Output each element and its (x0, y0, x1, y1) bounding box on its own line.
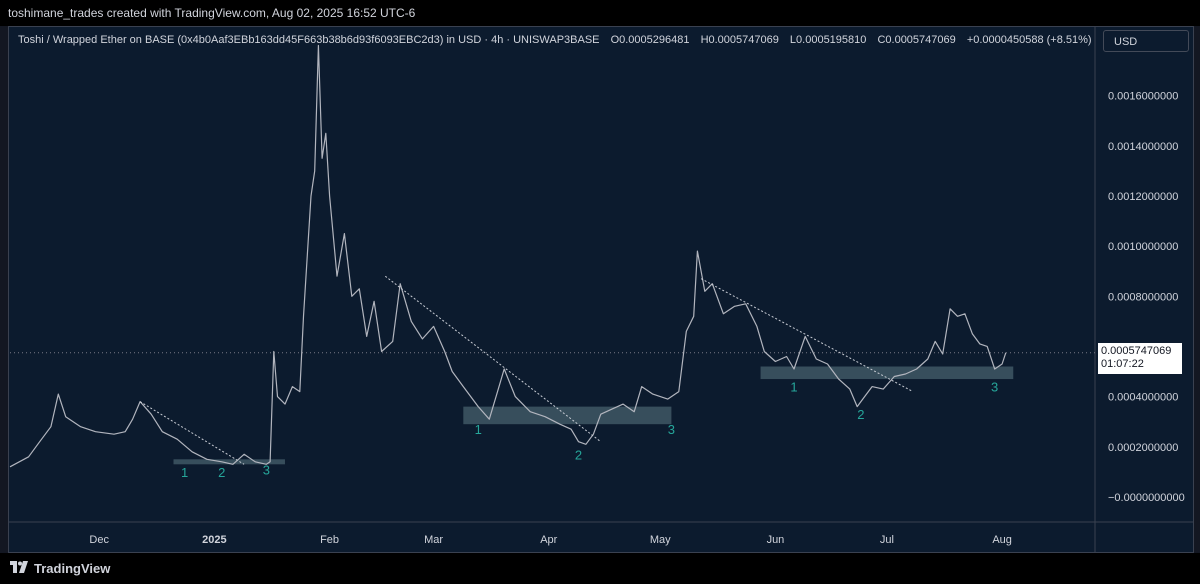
trendline-1 (139, 401, 245, 465)
wave-label-8: 2 (857, 407, 864, 422)
symbol-name: Toshi / Wrapped Ether on BASE (0x4b0Aaf3… (18, 34, 600, 46)
wave-label-2: 2 (218, 465, 225, 480)
wave-label-4: 1 (475, 422, 482, 437)
y-tick-label: 0.0002000000 (1108, 442, 1178, 454)
footer-bar: TradingView (0, 553, 1200, 584)
y-tick-label: −0.0000000000 (1108, 492, 1185, 504)
tradingview-logo[interactable]: TradingView (10, 561, 110, 576)
support-zone-3 (760, 366, 1014, 380)
x-tick-label: May (650, 534, 671, 546)
wave-label-6: 3 (668, 422, 675, 437)
attribution-bar: toshimane_trades created with TradingVie… (0, 0, 1200, 26)
wave-label-7: 1 (790, 380, 797, 395)
support-zone-2 (463, 406, 672, 425)
last-price-tag: 0.0005747069 01:07:22 (1098, 343, 1182, 374)
bar-countdown: 01:07:22 (1101, 358, 1144, 370)
price-series-line (9, 44, 1007, 468)
y-tick-label: 0.0016000000 (1108, 91, 1178, 103)
currency-label: USD (1114, 36, 1138, 48)
x-tick-label: Aug (992, 534, 1012, 546)
footer-brand: TradingView (34, 561, 111, 576)
symbol-legend: Toshi / Wrapped Ether on BASE (0x4b0Aaf3… (18, 34, 1100, 46)
x-tick-label: Jun (767, 534, 785, 546)
tradingview-logo-icon (10, 561, 28, 576)
last-price-value: 0.0005747069 (1101, 345, 1172, 357)
y-tick-label: 0.0014000000 (1108, 141, 1178, 153)
y-tick-label: 0.0010000000 (1108, 241, 1178, 253)
open-value: O0.0005296481 (610, 34, 690, 46)
attribution-text: toshimane_trades created with TradingVie… (8, 6, 416, 20)
change-value: +0.0000450588 (+8.51%) (966, 34, 1092, 46)
wave-label-3: 3 (263, 462, 270, 477)
x-tick-label: Mar (424, 534, 443, 546)
x-tick-label: Apr (540, 534, 557, 546)
wave-label-1: 1 (181, 465, 188, 480)
close-value: C0.0005747069 (877, 34, 956, 46)
x-tick-label: Dec (89, 534, 109, 546)
currency-button[interactable]: USD (1103, 30, 1189, 52)
low-value: L0.0005195810 (789, 34, 867, 46)
x-tick-label: Feb (320, 534, 339, 546)
chart-frame (8, 26, 1194, 553)
y-tick-label: 0.0004000000 (1108, 392, 1178, 404)
y-tick-label: 0.0008000000 (1108, 291, 1178, 303)
x-tick-label: 2025 (202, 534, 226, 546)
wave-label-5: 2 (575, 447, 582, 462)
support-zone-1 (173, 459, 285, 465)
x-tick-label: Jul (880, 534, 894, 546)
y-tick-label: 0.0012000000 (1108, 191, 1178, 203)
trendline-2 (384, 275, 602, 443)
high-value: H0.0005747069 (700, 34, 779, 46)
wave-label-9: 3 (991, 380, 998, 395)
